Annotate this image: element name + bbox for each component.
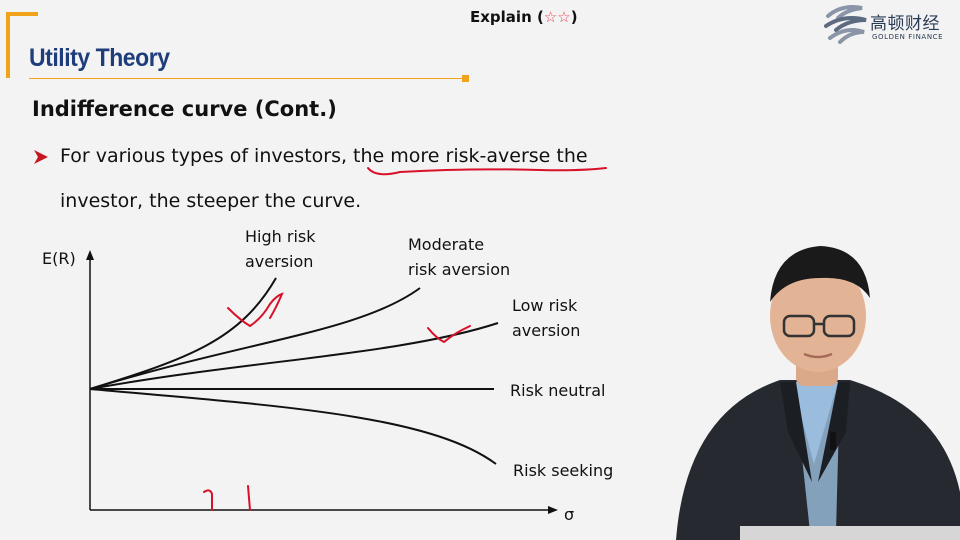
risk-seeking-curve: [89, 388, 497, 465]
title-underline-dot: [462, 75, 469, 82]
explain-close-paren: ): [570, 8, 578, 26]
presenter-glasses: [782, 314, 816, 338]
title-underline: [29, 78, 464, 79]
presenter-video: [676, 246, 960, 540]
handwritten-underline: [367, 167, 607, 176]
slide-title: Utility Theory: [29, 44, 170, 72]
moderate-risk-label-line-1: Moderate: [408, 235, 484, 254]
explain-label: Explain (☆☆): [470, 8, 578, 26]
lapel-microphone: [830, 432, 836, 450]
golden-finance-logo: 高顿财经 GOLDEN FINANCE: [822, 2, 960, 46]
desk-edge: [740, 526, 960, 540]
title-bracket: [6, 12, 38, 78]
logo-swirl-icon: [824, 5, 867, 44]
logo-chinese-text: 高顿财经: [870, 14, 940, 34]
bullet-arrow-icon: [34, 150, 48, 164]
y-axis-arrowhead: [86, 250, 94, 260]
high-risk-label-line-2: aversion: [245, 252, 313, 271]
presenter-face: [770, 260, 866, 372]
explain-text: Explain: [470, 8, 532, 26]
star-rating: ☆☆: [543, 8, 571, 26]
bullet-text-line-2: investor, the steeper the curve.: [60, 190, 362, 212]
section-subheading: Indifference curve (Cont.): [32, 97, 337, 121]
handwritten-check-mark-low: [427, 325, 471, 344]
high-risk-label-line-1: High risk: [245, 227, 316, 246]
handwritten-tick-mark-2: [247, 485, 251, 511]
high-risk-aversion-curve: [89, 277, 277, 390]
moderate-risk-aversion-curve: [89, 287, 421, 390]
y-axis-label: E(R): [42, 249, 76, 268]
risk-neutral-label: Risk neutral: [510, 381, 605, 400]
risk-seeking-label: Risk seeking: [513, 461, 613, 480]
low-risk-aversion-curve: [89, 322, 499, 390]
bullet-text-line-1: For various types of investors, the more…: [60, 145, 588, 167]
low-risk-label-line-2: aversion: [512, 321, 580, 340]
handwritten-check-mark-high: [227, 292, 284, 328]
explain-open-paren: (: [536, 8, 544, 26]
moderate-risk-label-line-2: risk aversion: [408, 260, 510, 279]
low-risk-label-line-1: Low risk: [512, 296, 578, 315]
x-axis-arrowhead: [548, 506, 558, 514]
presenter-hair: [770, 246, 870, 302]
logo-english-text: GOLDEN FINANCE: [872, 33, 944, 41]
x-axis-label: σ: [564, 505, 574, 524]
handwritten-tick-mark-1: [203, 489, 213, 511]
